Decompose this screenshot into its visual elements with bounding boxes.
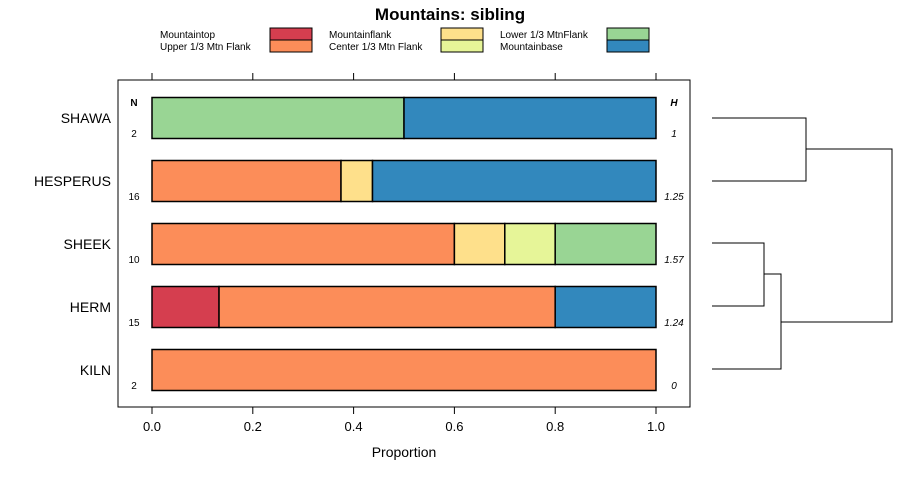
- dendrogram: [712, 117, 893, 370]
- legend-swatch-mountainflank: [440, 27, 484, 41]
- x-axis-title: Proportion: [372, 444, 437, 460]
- dendrogram-branch-sheek-herm: [712, 242, 765, 307]
- h-value: 0: [671, 381, 677, 392]
- bar-hesperus-mountainbase: [371, 159, 657, 203]
- legend-swatch-lower-1-3-mtnflank: [606, 27, 650, 41]
- category-label: KILN: [80, 362, 111, 378]
- h-value: 1.24: [664, 318, 684, 329]
- bar-sheek-center-1-3-mtn-flank: [504, 222, 556, 266]
- n-value: 15: [128, 318, 140, 329]
- x-tick-label: 0.0: [143, 419, 161, 434]
- x-axis: 0.0 0.2 0.4 0.6 0.8 1.0: [143, 73, 665, 434]
- bar-herm-mountaintop: [151, 285, 220, 329]
- legend-swatch-mountainbase: [606, 39, 650, 53]
- n-value: 10: [128, 255, 140, 266]
- category-label: SHEEK: [64, 236, 112, 252]
- legend-label-upper-1-3-mtn-flank: Upper 1/3 Mtn Flank: [160, 42, 252, 53]
- category-label: HESPERUS: [34, 173, 111, 189]
- legend-label-lower-1-3-mtnflank: Lower 1/3 MtnFlank: [500, 30, 589, 41]
- legend-swatch-upper-1-3-mtn-flank: [269, 39, 313, 53]
- x-tick-label: 1.0: [647, 419, 665, 434]
- bar-herm-upper-1-3-mtn-flank: [218, 285, 556, 329]
- bar-sheek-mountainflank: [453, 222, 506, 266]
- legend-swatch-mountaintop: [269, 27, 313, 41]
- n-value: 16: [128, 192, 140, 203]
- bars: SHAWA 2 1 HESPERUS 16 1.25 SHEEK 10 1.57 HERM 15 1.…: [34, 96, 684, 392]
- legend-label-mountainbase: Mountainbase: [500, 42, 563, 53]
- legend-label-mountaintop: Mountaintop: [160, 30, 215, 41]
- bar-sheek-upper-1-3-mtn-flank: [151, 222, 456, 266]
- bar-sheek-lower-1-3-mtnflank: [554, 222, 657, 266]
- bar-shawa-mountainbase: [403, 96, 657, 140]
- category-label: HERM: [70, 299, 111, 315]
- h-value: 1: [671, 129, 677, 140]
- legend-label-center-1-3-mtn-flank: Center 1/3 Mtn Flank: [329, 42, 423, 53]
- chart-title: Mountains: sibling: [375, 5, 525, 24]
- x-tick-label: 0.6: [445, 419, 463, 434]
- h-value: 1.25: [664, 192, 684, 203]
- bar-shawa-lower-1-3-mtnflank: [151, 96, 405, 140]
- dendrogram-branch-root: [781, 148, 893, 323]
- bar-hesperus-upper-1-3-mtn-flank: [151, 159, 342, 203]
- x-tick-label: 0.8: [546, 419, 564, 434]
- plot-panel: [117, 79, 691, 408]
- bar-hesperus-mountainflank: [340, 159, 374, 203]
- dendrogram-branch-shawa-hesperus: [712, 117, 807, 182]
- category-label: SHAWA: [61, 110, 112, 126]
- h-value: 1.57: [664, 255, 684, 266]
- n-value: 2: [131, 129, 137, 140]
- dendrogram-branch-kiln: [712, 273, 782, 370]
- x-tick-label: 0.2: [244, 419, 262, 434]
- legend-label-mountainflank: Mountainflank: [329, 30, 392, 41]
- n-header: N: [130, 98, 137, 109]
- bar-herm-mountainbase: [554, 285, 657, 329]
- legend-swatch-center-1-3-mtn-flank: [440, 39, 484, 53]
- h-header: H: [670, 98, 678, 109]
- bar-kiln-upper-1-3-mtn-flank: [151, 348, 657, 392]
- n-value: 2: [131, 381, 137, 392]
- x-tick-label: 0.4: [345, 419, 363, 434]
